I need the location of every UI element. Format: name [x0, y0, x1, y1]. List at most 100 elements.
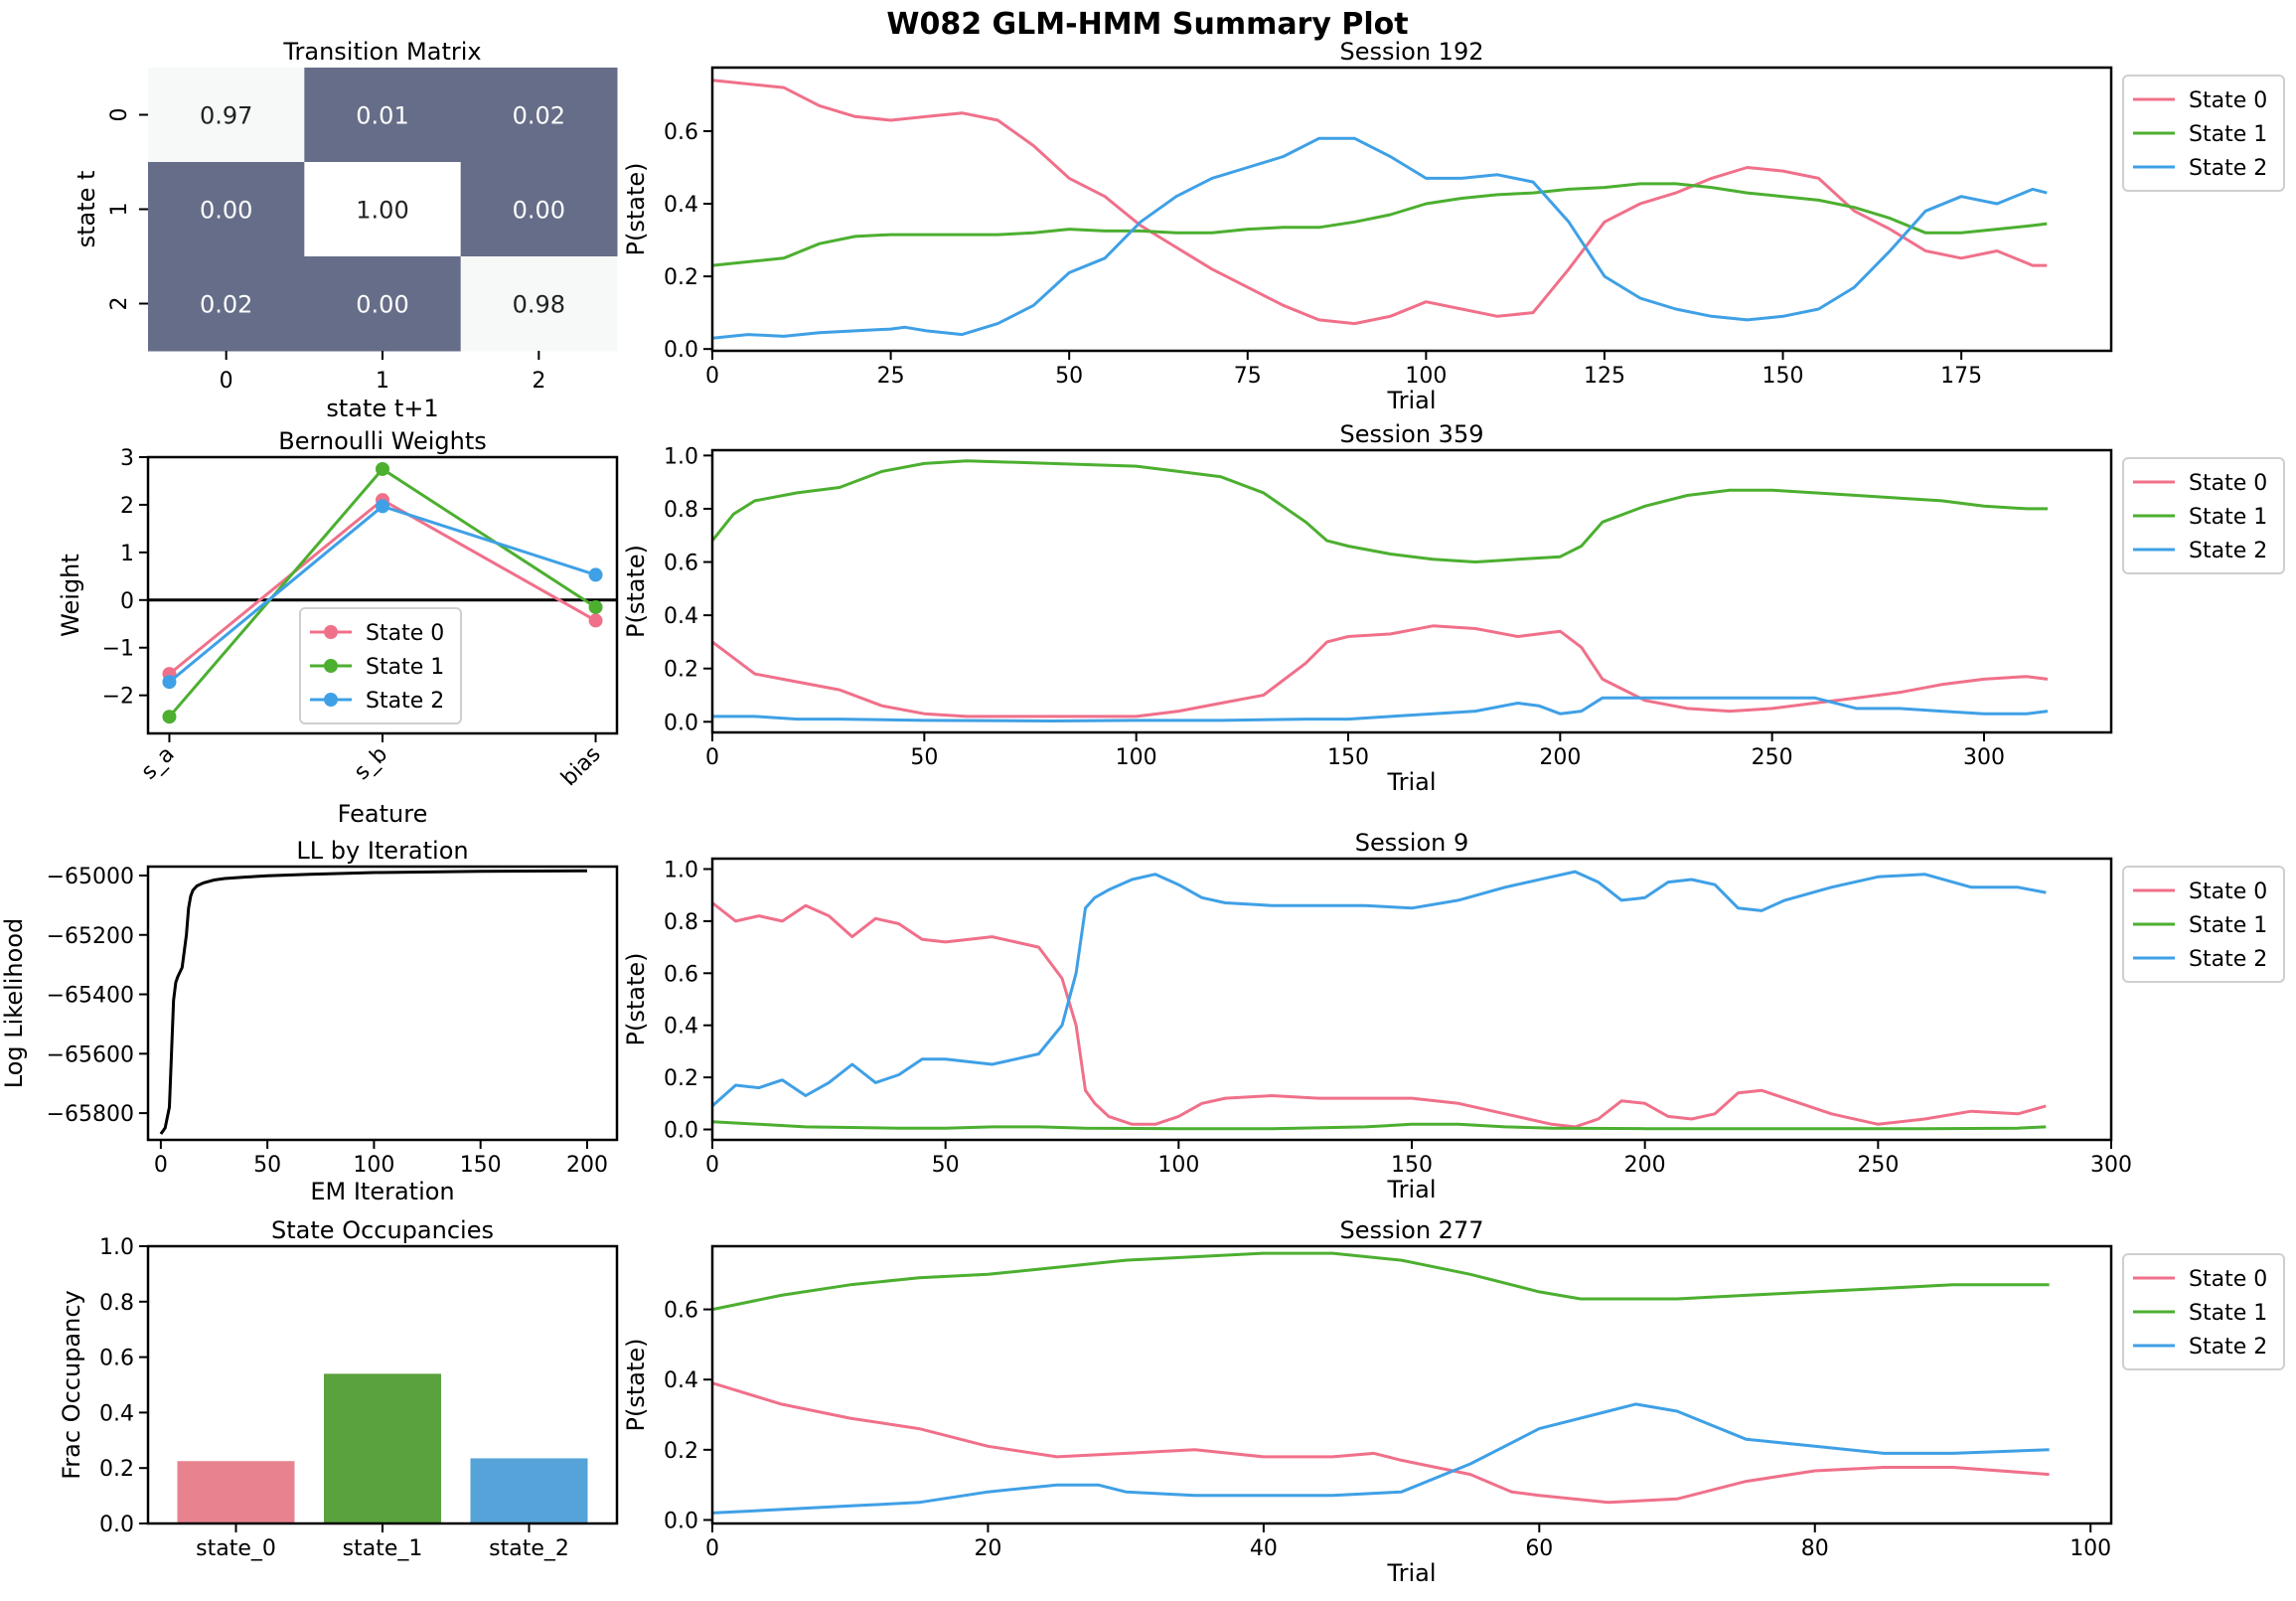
s277-ylabel: P(state)	[622, 1339, 650, 1432]
ll-y-tick-label: −65400	[47, 984, 134, 1009]
plot-panels: 0.97 0.01 0.020.00 1.00 0.000.02 0.00 0.980 1 20…	[0, 38, 2285, 1587]
weights-y-tick-label: 0	[120, 589, 134, 614]
occupancy-x-tick-label: state_0	[196, 1536, 276, 1561]
s192-legend-label: State 1	[2189, 122, 2267, 147]
s277-legend-label: State 0	[2189, 1267, 2267, 1292]
ll-title: LL by Iteration	[296, 837, 468, 865]
heatmap-cell-label: 0.00	[513, 197, 565, 225]
s192-legend-frame	[2122, 75, 2285, 192]
ll-frame	[146, 865, 619, 1142]
s359-y-tick-label: 1.0	[664, 444, 698, 469]
ll-ylabel: Log Likelihood	[0, 918, 28, 1089]
s192-xlabel: Trial	[1386, 387, 1436, 414]
s9-x-tick-label: 300	[2090, 1153, 2132, 1178]
weights-point	[588, 613, 603, 628]
heatmap-cell-label: 1.00	[356, 197, 408, 225]
occupancy-y-tick-label: 0.6	[99, 1347, 134, 1371]
heatmap-cell	[304, 68, 462, 163]
session-chart-s9: 0 50 100 150 200 250 300 0.0 0.2 0.4 0.6 0.8 1.0 Sess…	[622, 829, 2285, 1203]
weights-point	[376, 461, 389, 476]
heatmap-cell-label: 0.98	[513, 291, 565, 319]
s277-legend-label: State 1	[2189, 1301, 2267, 1326]
s359-x-tick-label: 50	[910, 745, 938, 770]
s359-title: Session 359	[1339, 420, 1483, 448]
s9-x-tick-label: 50	[932, 1153, 960, 1178]
weights-point	[162, 675, 177, 690]
weights-legend-marker	[324, 693, 338, 707]
occupancy-y-tick-label: 0.8	[99, 1291, 134, 1316]
ll-x-tick-label: 50	[253, 1153, 281, 1178]
s277-x-tick-label: 60	[1525, 1536, 1553, 1561]
s277-y-tick-label: 0.0	[664, 1509, 698, 1533]
s359-ylabel: P(state)	[622, 545, 650, 638]
ll-x-tick-label: 0	[154, 1153, 168, 1178]
session-series-line	[711, 1402, 2050, 1515]
transition-y-tick-label: 2	[107, 297, 132, 311]
heatmap-cell-label: 0.01	[356, 102, 408, 130]
occupancy-y-tick-label: 1.0	[99, 1235, 134, 1260]
session-series-line	[711, 136, 2048, 340]
session-series-line	[711, 624, 2049, 719]
s192-legend-label: State 0	[2189, 88, 2267, 113]
s192-y-tick-label: 0.0	[664, 338, 698, 363]
transition-matrix-chart: 0.97 0.01 0.02 0.00 1.00 0.00 0.02 0.00 0.98 0 1 2 0…	[73, 38, 618, 422]
ll-y-tick-label: −65800	[47, 1102, 134, 1127]
s277-y-tick-label: 0.2	[664, 1439, 698, 1464]
s9-x-tick-label: 250	[1857, 1153, 1899, 1178]
session-series-line	[711, 1120, 2047, 1131]
s359-legend-frame	[2122, 457, 2285, 574]
heatmap-cell-label: 0.02	[200, 291, 252, 319]
s192-frame	[710, 66, 2113, 353]
heatmap-cell	[460, 68, 618, 163]
weights-legend-marker	[324, 625, 338, 639]
occupancy-bar	[324, 1373, 441, 1523]
heatmap-cell	[148, 68, 305, 163]
session-series-line	[711, 182, 2048, 267]
weights-point	[162, 710, 177, 724]
s9-ylabel: P(state)	[622, 953, 650, 1046]
s9-y-tick-label: 0.6	[664, 962, 698, 987]
s359-legend-label: State 2	[2189, 539, 2267, 563]
s9-title: Session 9	[1355, 829, 1468, 857]
s277-x-tick-label: 20	[974, 1536, 1001, 1561]
s277-x-tick-label: 80	[1801, 1536, 1829, 1561]
s192-x-tick-label: 25	[877, 364, 905, 389]
occupancy-title: State Occupancies	[271, 1216, 494, 1244]
s9-x-tick-label: 0	[705, 1153, 719, 1178]
bernoulli-weights-chart: s_a s_b bias −2 −1 0 1 2 3 Bernoulli Weights Featu…	[57, 427, 619, 828]
s359-frame	[710, 448, 2113, 734]
session-series-line	[712, 696, 2049, 722]
heatmap-cell	[460, 256, 618, 352]
s9-legend-frame	[2122, 866, 2285, 983]
s9-y-tick-label: 1.0	[664, 858, 698, 882]
heatmap-cell	[460, 162, 618, 257]
s192-y-tick-label: 0.4	[664, 193, 698, 218]
s359-legend-label: State 1	[2189, 505, 2267, 530]
s9-y-tick-label: 0.4	[664, 1015, 698, 1040]
s192-y-tick-label: 0.2	[664, 265, 698, 290]
s359-x-tick-label: 300	[1963, 745, 2005, 770]
s277-xlabel: Trial	[1386, 1559, 1436, 1587]
weights-y-tick-label: −2	[102, 685, 134, 710]
occupancy-ylabel: Frac Occupancy	[58, 1290, 85, 1480]
transition-x-tick-label: 1	[376, 369, 389, 394]
s9-legend-label: State 1	[2189, 913, 2267, 938]
weights-x-tick-label: bias	[556, 742, 606, 792]
weights-y-tick-label: 2	[120, 494, 134, 519]
occupancy-y-tick-label: 0.4	[99, 1401, 134, 1426]
s359-x-tick-label: 100	[1116, 745, 1157, 770]
ll-xlabel: EM Iteration	[310, 1178, 454, 1205]
s277-x-tick-label: 40	[1250, 1536, 1278, 1561]
heatmap-cell	[304, 162, 462, 257]
s192-ylabel: P(state)	[622, 163, 650, 256]
weights-xlabel: Feature	[338, 800, 428, 828]
transition-ylabel: state t	[73, 171, 100, 248]
heatmap-cell-label: 0.00	[356, 291, 408, 319]
s192-x-tick-label: 175	[1940, 364, 1982, 389]
ll-x-tick-label: 100	[353, 1153, 394, 1178]
s9-x-tick-label: 100	[1157, 1153, 1199, 1178]
weights-y-tick-label: 1	[120, 542, 134, 566]
ll-y-tick-label: −65600	[47, 1042, 134, 1067]
s192-x-tick-label: 0	[705, 364, 719, 389]
